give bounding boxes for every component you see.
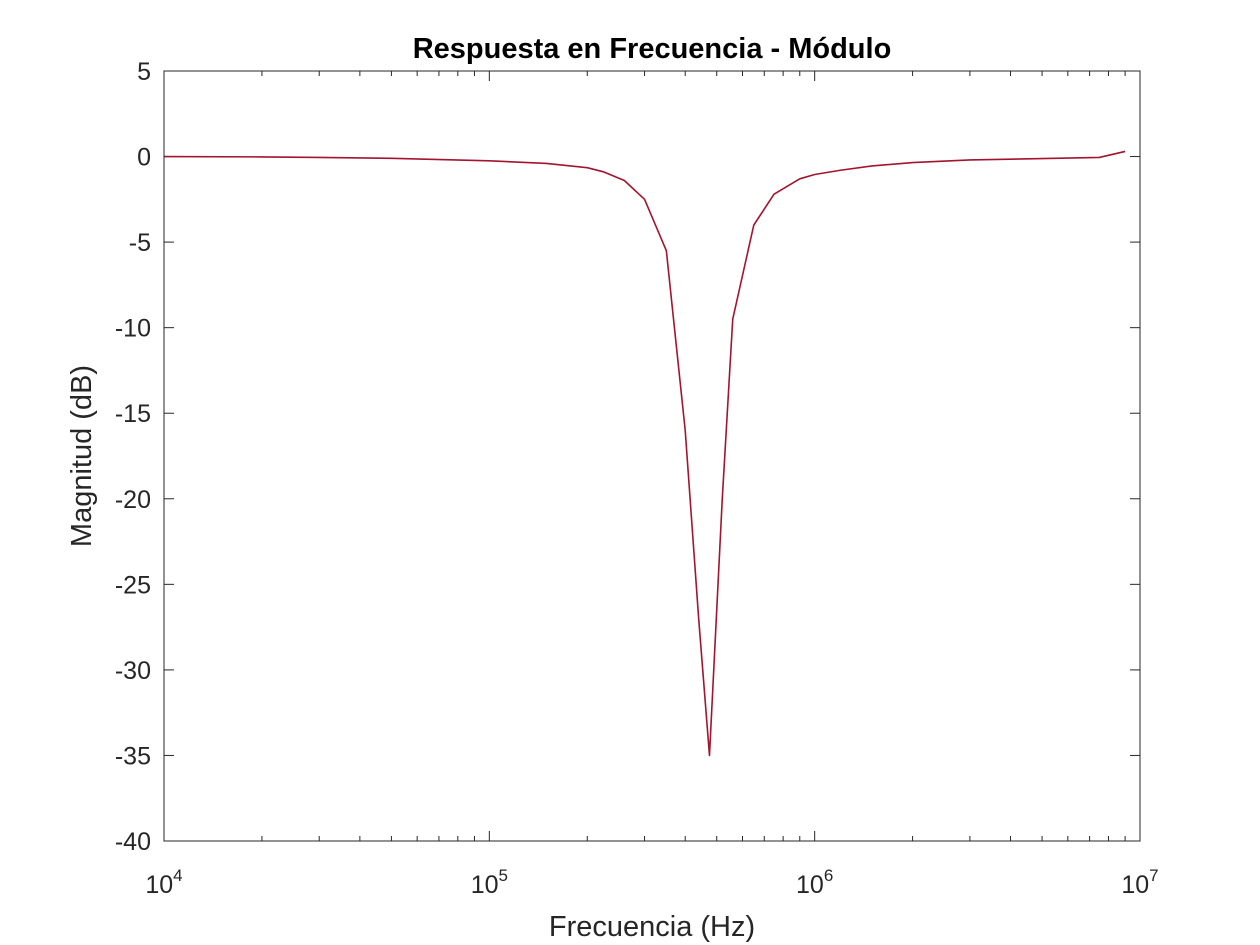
y-tick-label: -15: [115, 400, 151, 428]
x-tick-base: 10: [471, 871, 499, 899]
y-tick-label: -20: [115, 486, 151, 514]
y-tick-label: -40: [115, 828, 151, 856]
y-tick-label: -25: [115, 571, 151, 599]
x-tick-exponent: 7: [1149, 866, 1158, 885]
x-tick-label: 107: [1121, 866, 1158, 899]
series-layer: [163, 150, 1126, 757]
y-tick-label: 0: [137, 144, 151, 172]
x-tick-base: 10: [145, 871, 173, 899]
y-tick-label: -10: [115, 315, 151, 343]
x-tick-base: 10: [796, 871, 824, 899]
x-axis-label: Frecuencia (Hz): [549, 911, 755, 943]
x-tick-exponent: 5: [499, 866, 508, 885]
x-tick-label: 105: [471, 866, 508, 899]
plot-frame: [163, 70, 1141, 842]
y-tick-label: -5: [129, 229, 151, 257]
x-tick-base: 10: [1121, 871, 1149, 899]
series-line: [163, 150, 1126, 757]
x-tick-label: 104: [145, 866, 182, 899]
plot-area: [164, 71, 1140, 841]
chart-title: Respuesta en Frecuencia - Módulo: [413, 33, 892, 65]
x-tick-label: 106: [796, 866, 833, 899]
y-axis-label: Magnitud (dB): [66, 365, 98, 547]
y-tick-label: -35: [115, 742, 151, 770]
y-tick-label: 5: [137, 58, 151, 86]
y-tick-label: -30: [115, 657, 151, 685]
x-tick-exponent: 4: [173, 866, 182, 885]
x-tick-exponent: 6: [824, 866, 833, 885]
